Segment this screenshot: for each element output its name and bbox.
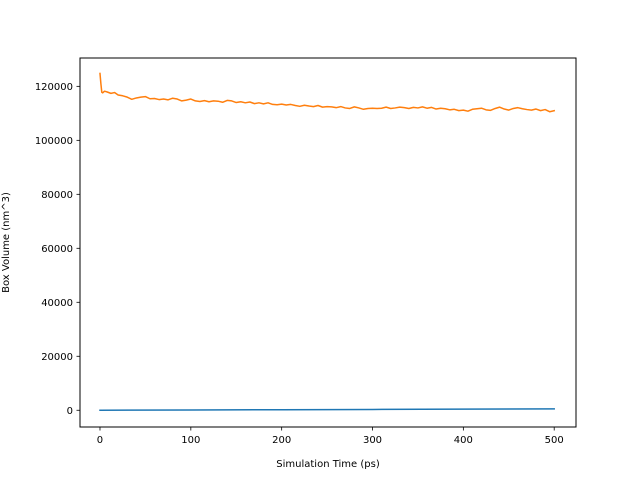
y-tick-label: 60000 xyxy=(41,244,73,255)
x-axis-title: Simulation Time (ps) xyxy=(276,459,380,470)
y-tick-label: 120000 xyxy=(35,82,73,93)
series-layer xyxy=(99,72,556,412)
x-tick-label: 200 xyxy=(272,435,291,446)
y-tick-label: 0 xyxy=(67,406,73,417)
y-tick-label: 20000 xyxy=(41,352,73,363)
plot-frame xyxy=(79,57,577,428)
y-axis-ticks: 0 20000 40000 60000 80000 100000 120000 xyxy=(35,82,80,417)
x-tick-label: 0 xyxy=(97,435,103,446)
y-tick-label: 100000 xyxy=(35,136,73,147)
x-tick-label: 500 xyxy=(545,435,564,446)
x-tick-label: 100 xyxy=(181,435,200,446)
x-tick-label: 300 xyxy=(363,435,382,446)
series-line-1 xyxy=(99,72,556,113)
series-line-0 xyxy=(99,408,555,412)
y-tick-label: 40000 xyxy=(41,298,73,309)
x-axis-ticks: 0 100 200 300 400 500 xyxy=(97,427,564,446)
y-axis-title: Box Volume (nm^3) xyxy=(1,192,12,293)
x-tick-label: 400 xyxy=(454,435,473,446)
plot-area xyxy=(80,58,576,427)
y-tick-label: 80000 xyxy=(41,190,73,201)
